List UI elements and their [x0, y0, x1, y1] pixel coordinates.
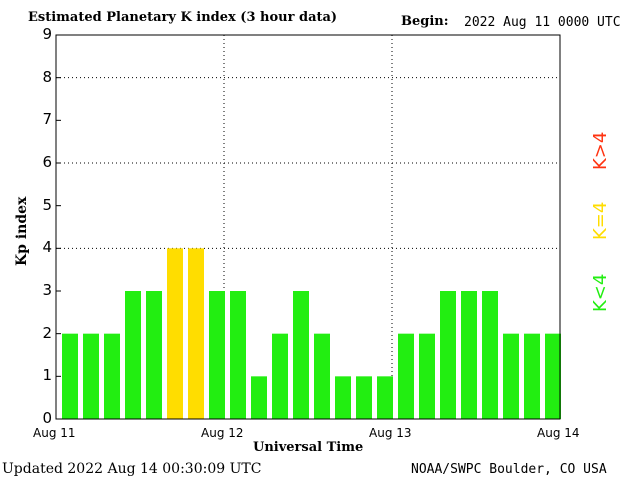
kp-bar — [83, 333, 99, 419]
kp-bar — [167, 248, 183, 419]
kp-bar — [335, 376, 351, 419]
plot-frame — [55, 34, 561, 420]
kp-bar — [356, 376, 372, 419]
source-credit: NOAA/SWPC Boulder, CO USA — [411, 462, 607, 477]
kp-bar — [230, 291, 246, 419]
kp-bar — [188, 248, 204, 419]
y-tick-label: 8 — [42, 67, 52, 86]
kp-bar — [440, 291, 456, 419]
kp-bar — [524, 333, 540, 419]
kp-bar — [314, 333, 330, 419]
x-axis-label: Universal Time — [253, 440, 364, 455]
legend-k-eq-4: K=4 — [590, 201, 611, 240]
x-tick-label: Aug 14 — [537, 426, 580, 440]
kp-bar — [461, 291, 477, 419]
y-tick-label: 3 — [42, 281, 52, 299]
y-tick-label: 7 — [42, 110, 52, 129]
x-tick-label: Aug 13 — [369, 426, 412, 440]
kp-bar — [377, 376, 393, 419]
y-tick-label: 5 — [42, 195, 52, 214]
kp-bar — [251, 376, 267, 419]
kp-bar — [209, 291, 225, 419]
kp-bar — [125, 291, 141, 419]
kp-bar — [104, 333, 120, 419]
begin-value: 2022 Aug 11 0000 UTC — [464, 15, 621, 30]
kp-bar — [293, 291, 309, 419]
kp-bar — [146, 291, 162, 419]
y-tick-label: 0 — [42, 409, 52, 427]
y-tick-label: 1 — [42, 366, 52, 385]
updated-timestamp: Updated 2022 Aug 14 00:30:09 UTC — [2, 461, 262, 477]
legend-k-lt-4: K<4 — [590, 273, 611, 312]
x-tick-label: Aug 12 — [201, 426, 244, 440]
y-tick-label: 4 — [42, 238, 52, 257]
x-tick-label: Aug 11 — [33, 426, 76, 440]
legend-k-gt-4: K>4 — [590, 131, 611, 170]
kp-bar — [62, 333, 78, 419]
begin-label: Begin: — [401, 14, 449, 29]
y-tick-label: 2 — [42, 323, 52, 342]
kp-bar — [503, 333, 519, 419]
y-tick-label: 6 — [42, 153, 52, 171]
kp-bar — [398, 333, 414, 419]
y-axis-label: Kp index — [14, 196, 30, 266]
chart-title: Estimated Planetary K index (3 hour data… — [28, 10, 338, 25]
y-tick-label: 9 — [42, 25, 52, 43]
kp-bar — [272, 333, 288, 419]
kp-bar — [419, 333, 435, 419]
kp-bar — [482, 291, 498, 419]
kp-bar — [545, 333, 561, 419]
